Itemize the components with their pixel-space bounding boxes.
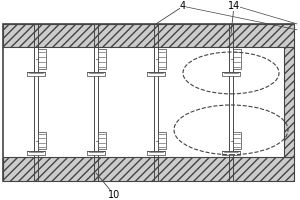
Bar — [232, 49, 241, 69]
Bar — [98, 132, 106, 149]
Bar — [27, 72, 45, 76]
Bar — [27, 151, 45, 155]
Text: 4: 4 — [156, 1, 186, 24]
Bar — [3, 24, 294, 47]
Bar — [147, 151, 165, 155]
Bar — [38, 49, 46, 69]
Bar — [38, 132, 46, 149]
Bar — [222, 151, 240, 155]
Text: 10: 10 — [96, 173, 120, 200]
Bar — [284, 47, 294, 157]
Bar — [98, 49, 106, 69]
Bar — [87, 151, 105, 155]
Bar — [222, 72, 240, 76]
Bar — [158, 49, 166, 69]
Bar — [147, 72, 165, 76]
Bar — [3, 157, 294, 181]
Bar — [87, 72, 105, 76]
Bar — [3, 24, 294, 181]
Text: 14: 14 — [228, 1, 240, 34]
Bar — [158, 132, 166, 149]
Bar — [232, 132, 241, 149]
